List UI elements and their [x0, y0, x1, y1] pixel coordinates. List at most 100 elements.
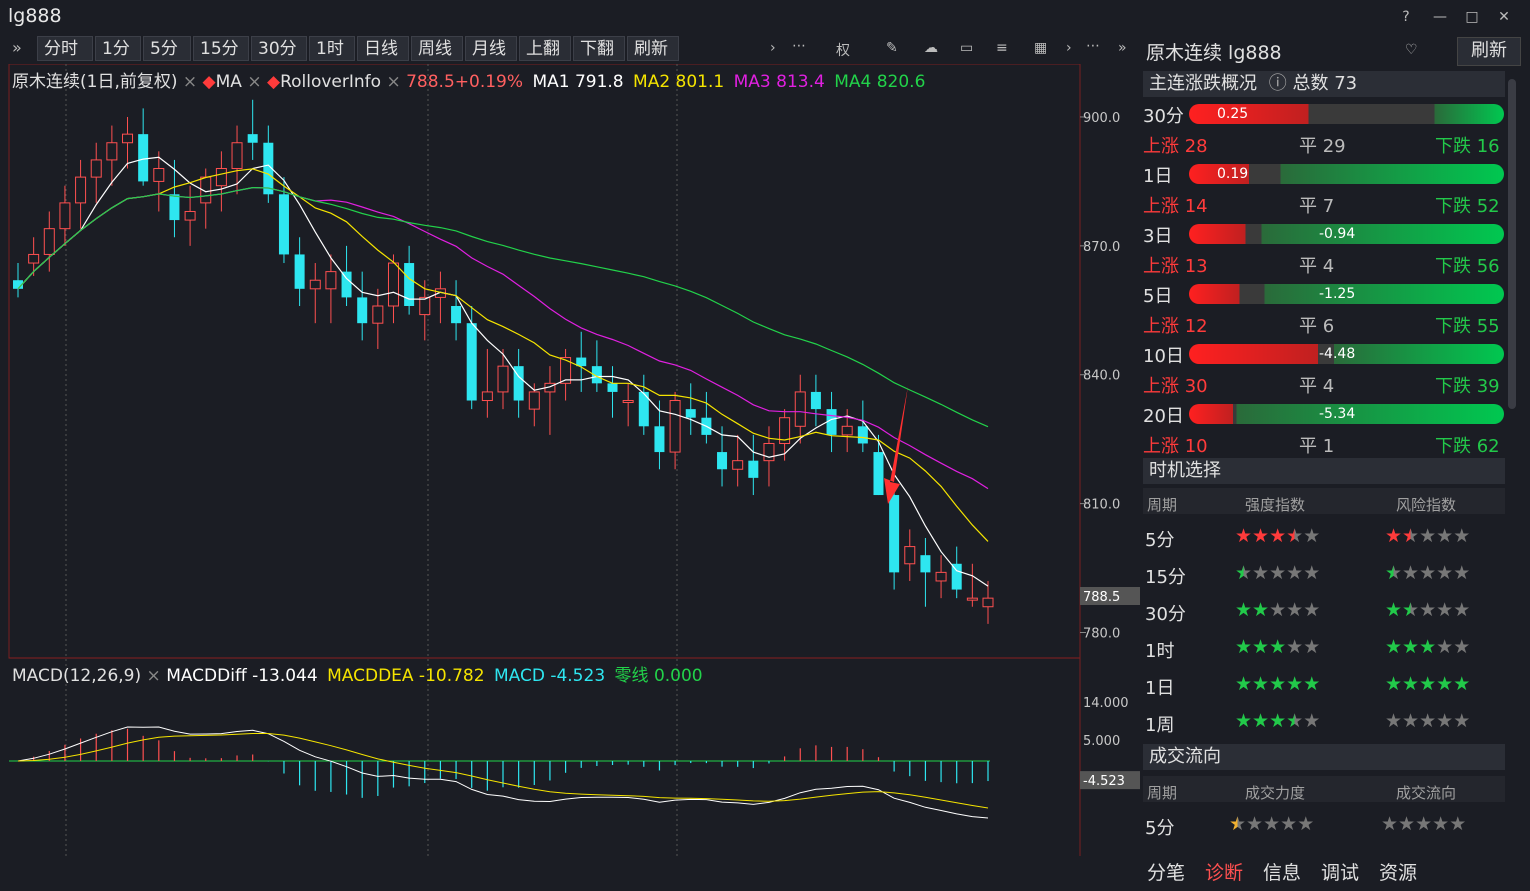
chart-area[interactable]: 900.0 870.0 840.0 810.0 780.0 788.5 14.000 5.00… — [0, 63, 1140, 876]
ma-label: MA — [215, 72, 242, 92]
period-button-2[interactable]: 5分 — [143, 36, 191, 61]
macd-label: MACD(12,26,9) — [12, 666, 142, 686]
ma4-value: MA4 820.6 — [834, 72, 926, 92]
current-price-tag-bg — [1080, 587, 1140, 605]
app-title: lg888 — [8, 5, 62, 27]
candle-body-54 — [857, 426, 868, 444]
candle-body-13 — [215, 168, 227, 187]
help-circle-icon[interactable]: ⓘ — [1268, 73, 1287, 94]
more-icon[interactable]: ⋯ — [792, 38, 806, 54]
candle-body-7 — [122, 133, 134, 144]
candle-body-38 — [607, 383, 618, 392]
overview-bar-0: 0.25 — [1189, 104, 1504, 124]
weight-icon[interactable]: 权 — [836, 43, 850, 59]
price-change: 788.5+0.19% — [406, 72, 524, 92]
ma-line-2 — [17, 168, 989, 542]
bottom-tab-4[interactable]: 资源 — [1379, 862, 1418, 884]
candle-body-35 — [560, 357, 572, 384]
collapse-icon[interactable]: » — [1118, 40, 1127, 56]
macd-tick-1: 5.000 — [1083, 734, 1120, 749]
period-button-10[interactable]: 下翻 — [573, 36, 625, 61]
overview-up-0: 上涨 28 — [1143, 136, 1208, 157]
overview-up-5: 上涨 10 — [1143, 436, 1208, 457]
period-button-11[interactable]: 刷新 — [627, 36, 679, 61]
next-icon[interactable]: › — [1066, 40, 1072, 56]
overview-bar-value-3: -1.25 — [1319, 286, 1356, 302]
chevron-down-icon[interactable]: ♡ — [1405, 42, 1418, 58]
help-icon[interactable]: ? — [1402, 9, 1410, 25]
period-button-4[interactable]: 30分 — [251, 36, 307, 61]
candle-body-39 — [622, 400, 634, 404]
expand-icon[interactable]: » — [12, 38, 22, 57]
candle-body-61 — [966, 597, 978, 601]
candle-body-37 — [591, 366, 602, 384]
layout-icon[interactable]: ▭ — [960, 40, 974, 56]
overview-bar-value-1: 0.19 — [1217, 166, 1249, 182]
candle-body-30 — [481, 391, 493, 402]
calendar-icon[interactable]: ▦ — [1034, 40, 1048, 56]
ma-line-4 — [17, 186, 989, 428]
timing-col-0: 周期 — [1147, 496, 1178, 514]
flow-col-bg — [1143, 776, 1505, 802]
minimize-icon[interactable]: — — [1433, 9, 1447, 25]
overview-bar-1: 0.19 — [1189, 164, 1504, 184]
candle-body-41 — [654, 426, 665, 453]
candle-body-18 — [294, 254, 305, 289]
overview-bar-value-2: -0.94 — [1319, 226, 1356, 242]
chevron-right-icon[interactable]: › — [770, 40, 776, 56]
risk-stars-0: ★★★★★ — [1385, 525, 1471, 547]
kline-chart[interactable]: 900.0 870.0 840.0 810.0 780.0 788.5 14.000 5.00… — [0, 63, 1140, 876]
flow-force-stars-0: ★★★★★ — [1229, 813, 1315, 835]
period-button-7[interactable]: 周线 — [411, 36, 463, 61]
timing-col-2: 风险指数 — [1396, 496, 1457, 514]
overview-up-4: 上涨 30 — [1143, 376, 1208, 397]
strength-stars-3: ★★★★★ — [1235, 636, 1321, 658]
candle-body-3 — [59, 202, 71, 230]
overview-period-4: 10日 — [1143, 346, 1184, 367]
current-price-tag: 788.5 — [1083, 590, 1120, 605]
overview-up-1: 上涨 14 — [1143, 196, 1208, 217]
macd-dea-line — [17, 733, 989, 809]
overview-bar-5: -5.34 — [1189, 404, 1504, 424]
timing-period-1: 15分 — [1145, 567, 1186, 588]
period-button-6[interactable]: 日线 — [357, 36, 409, 61]
settings-icon[interactable]: ≡ — [996, 40, 1008, 56]
candle-body-19 — [309, 279, 321, 290]
panel-title: 原木连续 lg888 — [1146, 42, 1282, 64]
timing-header: 时机选择 — [1143, 458, 1505, 484]
candle-body-29 — [466, 323, 477, 401]
title-bar: lg888 ? — □ ✕ — [0, 0, 1530, 34]
flow-col-1: 成交力度 — [1245, 784, 1306, 802]
period-button-3[interactable]: 15分 — [193, 36, 249, 61]
symbol-label: 原木连续(1日,前复权) — [12, 72, 178, 92]
overview-bar-value-5: -5.34 — [1319, 406, 1356, 422]
close-icon[interactable]: ✕ — [1498, 9, 1510, 25]
macd-dea: MACDDEA -10.782 — [327, 666, 485, 686]
panel-refresh-button[interactable]: 刷新 — [1457, 37, 1521, 66]
panel-scrollbar[interactable] — [1508, 79, 1516, 409]
strength-stars-1: ★★★★★ — [1235, 562, 1321, 584]
candle-body-15 — [247, 134, 258, 143]
candle-body-14 — [231, 142, 243, 170]
bottom-tab-2[interactable]: 信息 — [1263, 862, 1302, 884]
overview-flat-2: 平 4 — [1299, 256, 1335, 277]
rollover-label: RolloverInfo — [280, 72, 382, 92]
period-button-9[interactable]: 上翻 — [519, 36, 571, 61]
candle-body-40 — [638, 391, 649, 427]
period-button-1[interactable]: 1分 — [95, 36, 141, 61]
period-button-8[interactable]: 月线 — [465, 36, 517, 61]
cloud-icon[interactable]: ☁ — [924, 40, 938, 56]
overview-period-3: 5日 — [1143, 286, 1173, 307]
bottom-tab-1[interactable]: 诊断 — [1205, 862, 1244, 884]
candle-body-1 — [28, 253, 40, 264]
flow-col-2: 成交流向 — [1396, 784, 1457, 802]
candle-body-55 — [873, 452, 884, 496]
more2-icon[interactable]: ⋯ — [1086, 38, 1100, 54]
candle-body-16 — [263, 142, 274, 195]
draw-icon[interactable]: ✎ — [886, 40, 898, 56]
bottom-tab-0[interactable]: 分笔 — [1147, 862, 1186, 884]
period-button-0[interactable]: 分时 — [37, 36, 93, 61]
maximize-icon[interactable]: □ — [1465, 9, 1479, 25]
bottom-tab-3[interactable]: 调试 — [1321, 862, 1360, 884]
period-button-5[interactable]: 1时 — [309, 36, 355, 61]
